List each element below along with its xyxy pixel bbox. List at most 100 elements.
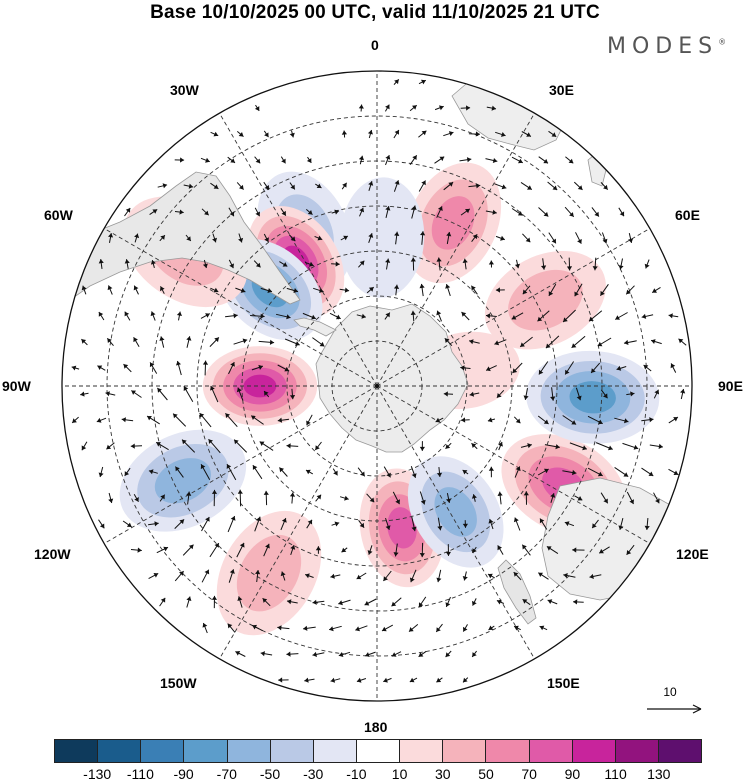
colorbar-tick-label: 30 <box>435 766 451 782</box>
wind-arrow <box>174 570 184 582</box>
wind-arrow <box>496 389 505 399</box>
wind-arrow <box>514 466 521 478</box>
wind-arrow <box>459 157 472 163</box>
wind-arrow <box>148 521 159 527</box>
wind-arrow <box>547 599 558 605</box>
wind-arrow <box>494 339 507 346</box>
wind-arrow <box>233 338 248 345</box>
wind-arrow <box>410 257 416 271</box>
wind-arrow <box>124 311 131 321</box>
wind-arrow <box>80 391 89 397</box>
wind-arrow <box>98 519 105 529</box>
wind-arrow <box>622 442 639 450</box>
wind-arrow <box>277 417 290 423</box>
meridian <box>103 228 378 387</box>
colorbar-swatch <box>529 740 573 762</box>
wind-arrow <box>157 183 168 189</box>
wind-arrow <box>210 287 219 293</box>
map-title: Base 10/10/2025 00 UTC, valid 11/10/2025… <box>150 2 600 23</box>
wind-arrow <box>279 467 288 477</box>
wind-arrow <box>616 365 627 371</box>
wind-arrow <box>263 543 270 557</box>
wind-arrow <box>566 257 573 271</box>
wind-arrow <box>183 183 194 189</box>
wind-arrow <box>159 597 166 607</box>
wind-arrow <box>254 104 260 112</box>
wind-arrow <box>286 599 298 605</box>
wind-arrow <box>315 494 322 502</box>
wind-arrow <box>289 130 295 138</box>
anomaly-contour <box>387 507 417 549</box>
wind-arrow <box>462 258 468 270</box>
wind-arrow <box>156 546 169 554</box>
wind-arrow <box>443 131 454 137</box>
wind-arrow <box>434 156 445 164</box>
wind-arrow <box>255 569 261 583</box>
antarctica <box>315 303 469 453</box>
wind-arrow <box>277 364 290 372</box>
wind-arrow <box>315 546 321 554</box>
wind-arrow <box>279 261 288 267</box>
wind-arrow <box>409 104 418 112</box>
wind-arrow <box>121 417 134 423</box>
wind-arrow <box>278 677 289 683</box>
wind-arrow <box>547 181 558 191</box>
wind-arrow <box>539 518 548 530</box>
wind-arrow <box>356 313 367 319</box>
wind-arrow <box>236 542 245 558</box>
meridian <box>376 228 651 387</box>
wind-arrow <box>201 516 210 532</box>
wind-arrow <box>365 651 376 657</box>
wind-arrow <box>511 208 523 216</box>
wind-arrow <box>130 443 143 449</box>
wind-arrow <box>393 284 400 296</box>
colorbar-swatch <box>400 740 444 762</box>
wind-arrow <box>460 208 471 216</box>
wind-arrow <box>357 467 366 477</box>
wind-arrow <box>574 495 583 501</box>
wind-arrow <box>512 362 523 374</box>
wind-arrow <box>485 365 497 372</box>
wind-arrow <box>314 235 323 241</box>
wind-arrow <box>591 207 600 217</box>
colorbar-swatch <box>615 740 659 762</box>
wind-arrow <box>469 391 480 397</box>
wind-arrow <box>277 625 290 631</box>
wind-arrow <box>445 283 451 297</box>
colorbar-swatch <box>658 740 702 762</box>
wind-arrow <box>446 231 452 245</box>
map-border <box>61 70 693 702</box>
lon-label-60w: 60W <box>44 207 73 223</box>
wind-vectors <box>71 79 687 683</box>
wind-arrow <box>409 155 418 165</box>
wind-arrow <box>539 625 548 631</box>
wind-arrow <box>541 258 547 270</box>
wind-arrow <box>183 385 194 403</box>
wind-arrow <box>150 311 156 321</box>
wind-arrow <box>202 259 208 269</box>
wind-arrow <box>331 209 340 215</box>
wind-arrow <box>443 181 454 191</box>
wind-arrow <box>181 439 196 453</box>
anomaly-center-9 <box>407 456 504 568</box>
anomaly-center-5 <box>202 346 318 426</box>
wind-arrow <box>485 209 497 215</box>
wind-arrow <box>174 157 185 163</box>
wind-arrow <box>460 365 471 371</box>
wind-arrow <box>263 490 269 506</box>
wind-arrow <box>564 521 575 527</box>
wind-arrow <box>236 182 244 190</box>
wind-arrow <box>562 469 577 476</box>
wind-arrow <box>419 283 425 297</box>
wind-arrow <box>680 388 686 400</box>
wind-arrow <box>548 232 557 244</box>
wind-arrow <box>436 677 443 683</box>
wind-arrow <box>122 520 132 528</box>
wind-arrow <box>523 388 529 400</box>
wind-arrow <box>513 625 521 631</box>
wind-arrow <box>384 312 391 320</box>
wind-arrow <box>521 544 531 556</box>
wind-arrow <box>445 650 452 658</box>
wind-arrow <box>468 183 481 189</box>
